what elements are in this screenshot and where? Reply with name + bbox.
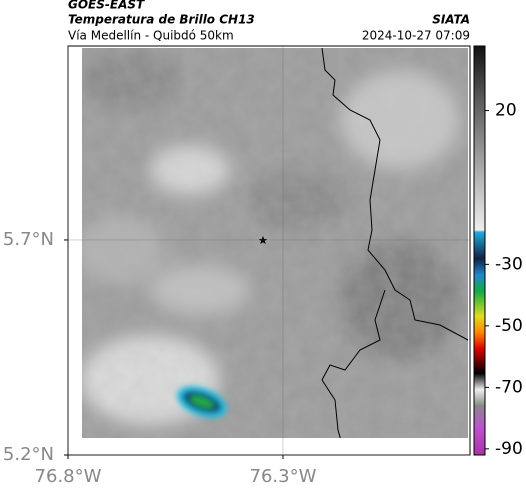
agency: SIATA	[432, 13, 470, 27]
source: GOES-EAST	[68, 0, 145, 12]
colorbar-label: -90	[495, 439, 523, 459]
x-tick-label: 76.8°W	[35, 466, 102, 487]
colorbar-label: -30	[495, 254, 523, 274]
subtitle: Vía Medellín - Quibdó 50km	[68, 29, 234, 43]
title: Temperatura de Brillo CH13	[68, 13, 255, 27]
x-tick-label: 76.3°W	[250, 466, 317, 487]
satellite-image	[82, 48, 468, 438]
colorbar-label: 20	[495, 101, 517, 121]
y-tick-label: 5.2°N	[3, 444, 54, 465]
colorbar-label: -50	[495, 316, 523, 336]
y-tick-label: 5.7°N	[3, 229, 54, 250]
timestamp: 2024-10-27 07:09	[362, 29, 470, 43]
colorbar	[473, 45, 486, 456]
colorbar-label: -70	[495, 377, 523, 397]
